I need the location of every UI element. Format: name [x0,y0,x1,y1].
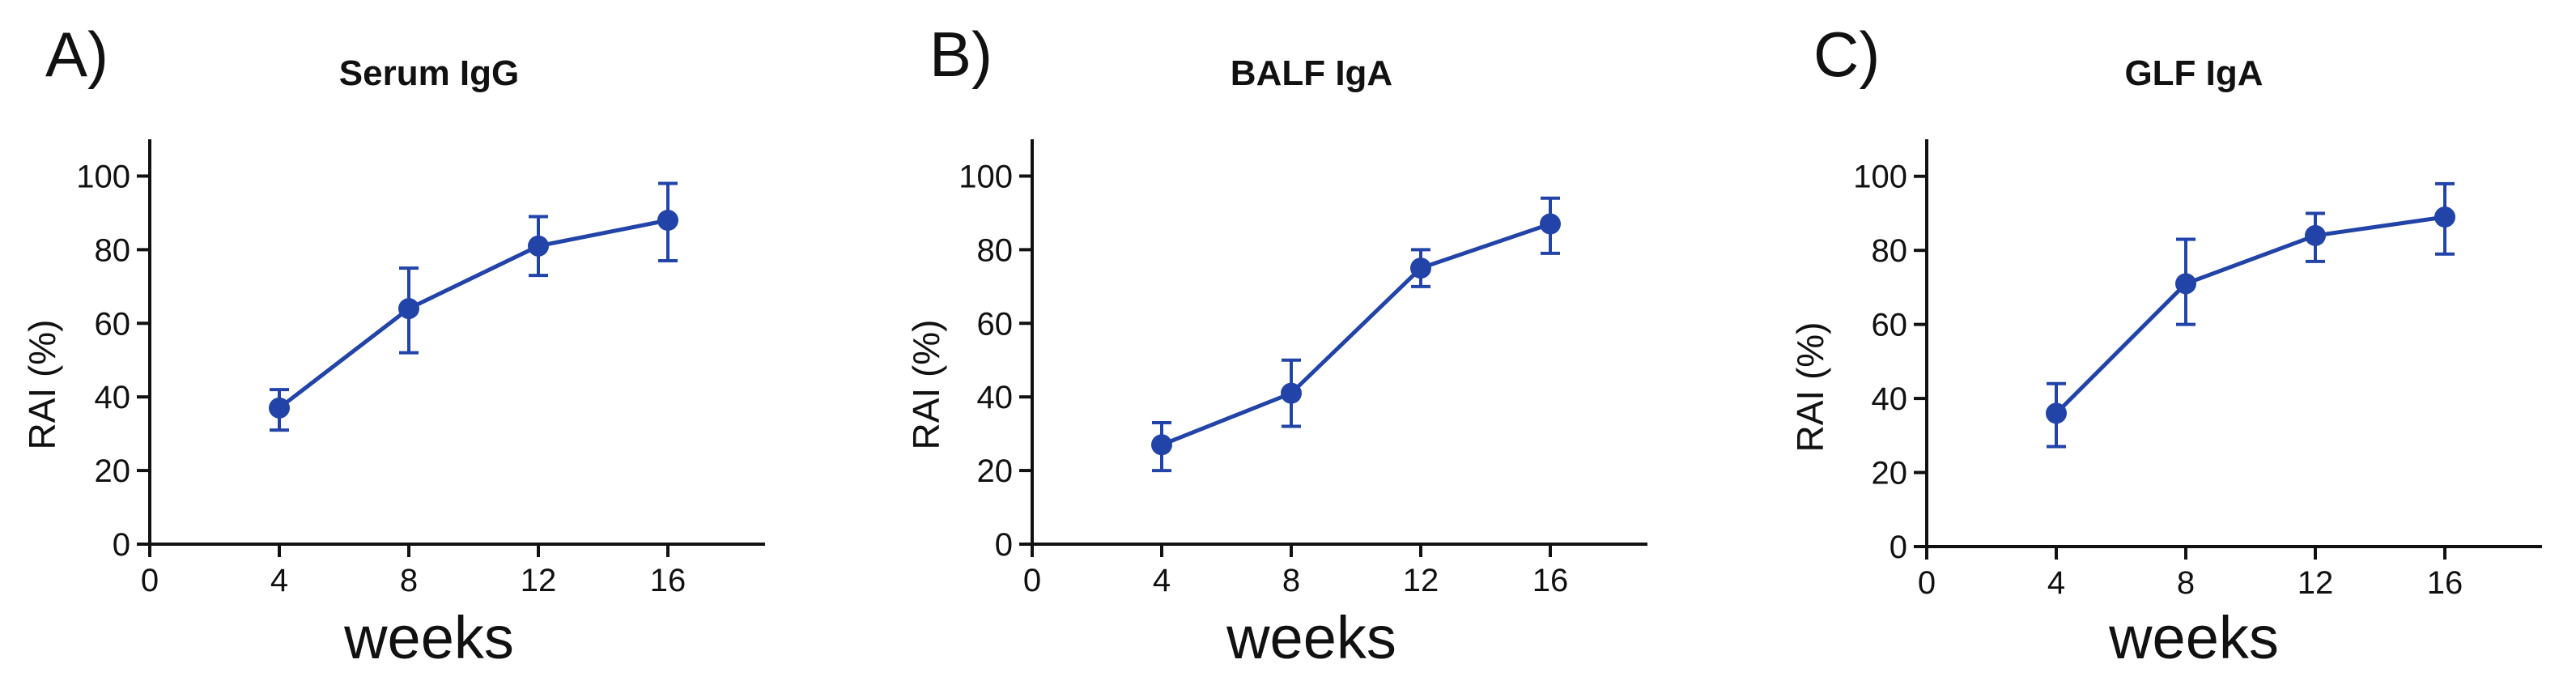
y-tick-label: 0 [995,527,1013,563]
data-point [657,210,678,231]
x-tick-label: 12 [1403,563,1439,598]
x-tick-label: 16 [2427,565,2463,601]
data-point [1410,257,1431,279]
x-tick-label: 12 [2298,565,2334,601]
data-point [2434,206,2455,228]
y-tick-label: 20 [1872,456,1908,492]
y-tick-label: 20 [95,453,131,489]
x-tick-label: 16 [1532,563,1569,598]
x-axis-label: weeks [344,604,514,671]
data-point [1151,434,1172,456]
y-tick-label: 60 [95,306,131,342]
chart-title: BALF IgA [1230,53,1393,93]
y-tick-label: 80 [95,232,131,268]
x-tick-label: 12 [521,563,557,598]
chart-title: Serum IgG [338,53,520,93]
y-tick-label: 40 [95,380,131,415]
series-line [1161,222,1551,447]
x-tick-label: 4 [1153,563,1171,598]
x-tick-label: 0 [141,563,159,598]
data-point [1540,213,1561,235]
x-tick-label: 8 [1282,563,1300,598]
series-line [278,218,669,410]
data-point [2046,402,2067,424]
x-tick-label: 0 [1023,563,1041,598]
data-point [269,397,290,419]
chart-title: GLF IgA [2124,53,2264,93]
y-tick-label: 0 [1889,530,1907,565]
x-tick-label: 16 [650,563,687,598]
x-tick-label: 8 [400,563,418,598]
y-tick-label: 40 [1872,381,1908,417]
series-line [2055,215,2446,415]
x-axis-label: weeks [2109,604,2279,671]
y-tick-label: 60 [1872,308,1908,343]
y-tick-label: 80 [1872,233,1908,269]
y-tick-label: 100 [1853,160,1907,195]
y-tick-label: 60 [977,306,1014,342]
y-tick-label: 20 [977,453,1014,489]
data-point [398,298,419,320]
x-tick-label: 4 [2047,565,2065,601]
y-tick-label: 40 [977,380,1014,415]
y-tick-label: 100 [959,159,1013,194]
x-tick-label: 4 [270,563,288,598]
panel-label: A) [45,19,108,90]
data-point [1281,382,1302,404]
data-point [528,235,549,257]
y-tick-label: 100 [76,159,130,194]
y-tick-label: 80 [977,232,1014,268]
panel-label: C) [1813,19,1881,90]
panel-label: B) [929,19,993,90]
y-tick-label: 0 [113,527,130,563]
x-tick-label: 8 [2177,565,2195,601]
x-axis-label: weeks [1226,604,1396,671]
data-point [2305,224,2326,246]
x-tick-label: 0 [1918,565,1936,601]
data-point [2175,273,2196,295]
